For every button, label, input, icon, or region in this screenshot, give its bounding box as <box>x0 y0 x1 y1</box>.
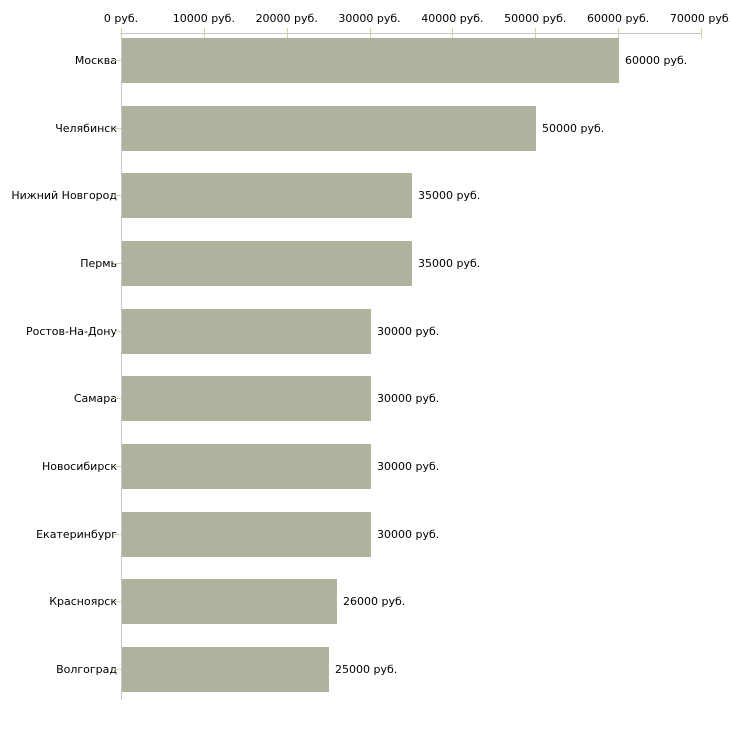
x-axis-tick-label: 0 руб. <box>103 12 139 25</box>
bar-row: Пермь 35000 руб. <box>0 241 730 286</box>
x-axis-tick-label: 30000 руб. <box>338 12 401 25</box>
x-axis-tick-mark <box>203 28 205 38</box>
category-tick-mark <box>114 398 121 399</box>
value-label: 30000 руб. <box>377 392 440 405</box>
category-tick-mark <box>114 534 121 535</box>
category-label: Самара <box>73 392 117 405</box>
bar <box>122 309 371 354</box>
category-tick-mark <box>114 601 121 602</box>
x-axis-line <box>120 33 702 34</box>
x-axis-tick-mark <box>121 28 122 38</box>
bar <box>122 579 337 624</box>
category-label: Челябинск <box>55 122 117 135</box>
bar <box>122 647 329 692</box>
bar <box>122 241 412 286</box>
x-axis-tick-mark <box>701 28 702 38</box>
y-axis-line <box>121 33 122 700</box>
x-axis-tick-label: 70000 руб. <box>669 12 730 25</box>
value-label: 35000 руб. <box>418 189 481 202</box>
x-axis-tick-label: 10000 руб. <box>172 12 235 25</box>
category-label: Ростов-На-Дону <box>25 325 117 338</box>
x-axis-tick-label: 60000 руб. <box>587 12 650 25</box>
x-axis-tick-label: 50000 руб. <box>504 12 567 25</box>
value-label: 50000 руб. <box>542 122 605 135</box>
category-label: Екатеринбург <box>36 528 117 541</box>
bar <box>122 376 371 421</box>
bar <box>122 444 371 489</box>
value-label: 30000 руб. <box>377 460 440 473</box>
category-label: Москва <box>74 54 117 67</box>
bar-row: Самара 30000 руб. <box>0 376 730 421</box>
bar <box>122 106 536 151</box>
value-label: 25000 руб. <box>335 663 398 676</box>
x-axis-tick-mark <box>369 28 371 38</box>
x-axis-tick-mark <box>535 28 537 38</box>
value-label: 60000 руб. <box>625 54 688 67</box>
category-label: Пермь <box>80 257 117 270</box>
bar-row: Екатеринбург 30000 руб. <box>0 512 730 557</box>
category-label: Нижний Новгород <box>11 189 117 202</box>
category-tick-mark <box>114 466 121 467</box>
bar-row: Красноярск 26000 руб. <box>0 579 730 624</box>
bar-row: Новосибирск 30000 руб. <box>0 444 730 489</box>
category-tick-mark <box>114 263 121 264</box>
bar-row: Ростов-На-Дону 30000 руб. <box>0 309 730 354</box>
category-label: Новосибирск <box>41 460 117 473</box>
category-label: Волгоград <box>56 663 117 676</box>
x-axis-tick-mark <box>286 28 288 38</box>
bar-row: Челябинск 50000 руб. <box>0 106 730 151</box>
value-label: 30000 руб. <box>377 528 440 541</box>
category-tick-mark <box>114 128 121 129</box>
category-tick-mark <box>114 195 121 196</box>
bar-row: Волгоград 25000 руб. <box>0 647 730 692</box>
value-label: 26000 руб. <box>343 595 406 608</box>
x-axis-tick-label: 20000 руб. <box>255 12 318 25</box>
bar <box>122 173 412 218</box>
x-axis-tick-mark <box>618 28 620 38</box>
value-label: 30000 руб. <box>377 325 440 338</box>
bar-row: Москва 60000 руб. <box>0 38 730 83</box>
category-tick-mark <box>114 331 121 332</box>
category-tick-mark <box>114 669 121 670</box>
x-axis-tick-mark <box>452 28 454 38</box>
bar <box>122 38 619 83</box>
value-label: 35000 руб. <box>418 257 481 270</box>
category-tick-mark <box>114 60 121 61</box>
bar-row: Нижний Новгород 35000 руб. <box>0 173 730 218</box>
category-label: Красноярск <box>49 595 117 608</box>
x-axis-tick-label: 40000 руб. <box>421 12 484 25</box>
bar <box>122 512 371 557</box>
